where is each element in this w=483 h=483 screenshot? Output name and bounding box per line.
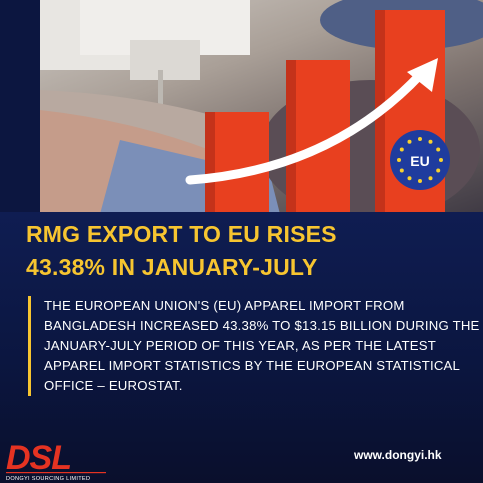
logo-subtext: DONGYI SOURCING LIMITED <box>6 476 90 482</box>
website-link[interactable]: www.dongyi.hk <box>354 448 442 462</box>
sewing-machine-head <box>130 40 200 80</box>
dsl-logo: DSL DONGYI SOURCING LIMITED <box>2 436 112 483</box>
headline: RMG EXPORT TO EU RISES 43.38% IN JANUARY… <box>26 218 466 284</box>
logo-text: DSL <box>6 439 71 477</box>
dsl-logo-mark: DSL DONGYI SOURCING LIMITED <box>6 439 106 482</box>
header-photo: EU <box>40 0 483 214</box>
eu-flag-badge: EU <box>390 130 450 190</box>
growth-bar-2-shade <box>286 60 296 214</box>
logo-underline <box>6 472 106 474</box>
photo-illustration: EU <box>40 0 483 214</box>
growth-arrow-icon <box>185 70 425 185</box>
sewing-needle <box>158 70 163 125</box>
body-block: THE EUROPEAN UNION'S (EU) APPAREL IMPORT… <box>28 296 483 396</box>
growth-arrow-head <box>407 58 438 92</box>
headline-line-2: 43.38% IN JANUARY-JULY <box>26 254 318 280</box>
text-panel <box>0 212 483 483</box>
body-text: THE EUROPEAN UNION'S (EU) APPAREL IMPORT… <box>44 298 480 393</box>
growth-bar-1 <box>205 112 269 214</box>
headline-line-1: RMG EXPORT TO EU RISES <box>26 221 337 247</box>
eu-badge-label: EU <box>410 153 429 169</box>
growth-bar-1-shade <box>205 112 215 214</box>
